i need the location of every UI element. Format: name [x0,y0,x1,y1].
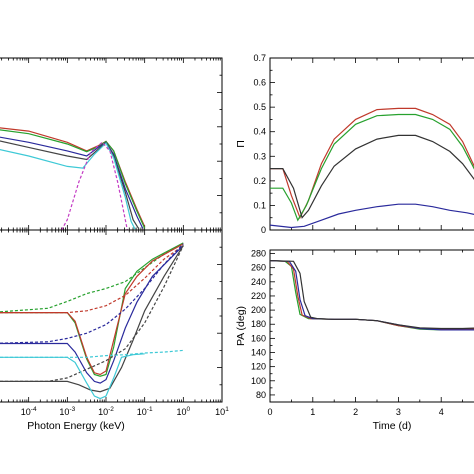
series-line-1 [270,113,474,222]
panel-spectrum_top [0,57,223,231]
x-tick-label: 10-2 [98,406,114,417]
y-tick-label: 0.6 [253,78,266,88]
x-tick-label: 10-1 [137,406,153,417]
plot-frame [269,249,474,403]
plot-frame [0,57,223,231]
series-line-1 [270,260,474,330]
series-line-1 [0,242,184,377]
x-tick-label: 10-3 [59,406,75,417]
x-axis-label: Time (d) [373,420,412,432]
series-line-2 [270,260,474,331]
x-tick-label: 4 [439,407,444,417]
series-group [270,107,474,229]
series-line-8 [0,349,184,358]
series-line-2 [0,245,184,314]
series-line-6 [0,245,184,382]
series-line-5 [0,245,184,384]
y-tick-label: 240 [251,277,266,287]
series-line-3 [270,260,474,330]
y-tick-label: 120 [251,362,266,372]
series-line-3 [0,243,184,376]
panel-pa_vs_time: 0 1 2 3 4 80 100 120 140 160 180 200 220 240 260 280 Tim… [235,249,474,432]
y-tick-label: 0.3 [253,151,266,161]
series-line-9 [0,353,145,400]
y-tick-label: 0.4 [253,127,266,137]
y-axis-label: PA (deg) [235,306,247,346]
series-line-3 [270,203,474,229]
x-tick-label: 100 [177,406,191,417]
y-tick-label: 180 [251,319,266,329]
series-line-4 [0,142,136,230]
y-axis-label: Π [235,140,247,148]
y-tick-label: 0 [261,225,266,235]
series-line-0 [270,107,474,220]
series-line-3 [0,140,140,230]
y-tick-label: 0.5 [253,102,266,112]
y-tick-label: 280 [251,249,266,259]
series-line-0 [0,243,184,313]
x-tick-label: 2 [353,407,358,417]
series-group [0,242,184,400]
series-group [270,260,474,331]
y-tick-label: 0.7 [253,53,266,63]
y-tick-label: 200 [251,305,266,315]
plot-frame [0,229,223,403]
x-tick-label: 1 [310,407,315,417]
series-line-0 [270,260,474,331]
x-tick-label: 10-4 [21,406,37,417]
panel-pi_vs_time: 0 0.1 0.2 0.3 0.4 0.5 0.6 0.7 Π [235,53,474,235]
x-tick-label: 0 [267,407,272,417]
y-tick-label: 260 [251,263,266,273]
y-tick-label: 80 [256,390,266,400]
series-line-2 [0,136,144,229]
y-tick-label: 140 [251,348,266,358]
y-tick-label: 0.2 [253,176,266,186]
series-line-1 [0,129,146,229]
series-line-2 [270,134,474,219]
series-line-5 [60,141,128,230]
x-axis-label: Photon Energy (keV) [27,420,124,432]
panel-spectrum_bottom: 10-4 10-3 10-2 10-1 100 101 Photon Energy (keV… [0,229,229,432]
series-line-4 [0,243,184,344]
y-tick-label: 160 [251,333,266,343]
y-tick-label: 0.1 [253,200,266,210]
plot-frame [269,57,474,231]
series-group [0,127,146,230]
x-tick-label: 3 [396,407,401,417]
y-tick-label: 220 [251,291,266,301]
y-tick-label: 100 [251,376,266,386]
x-tick-label: 101 [215,406,229,417]
